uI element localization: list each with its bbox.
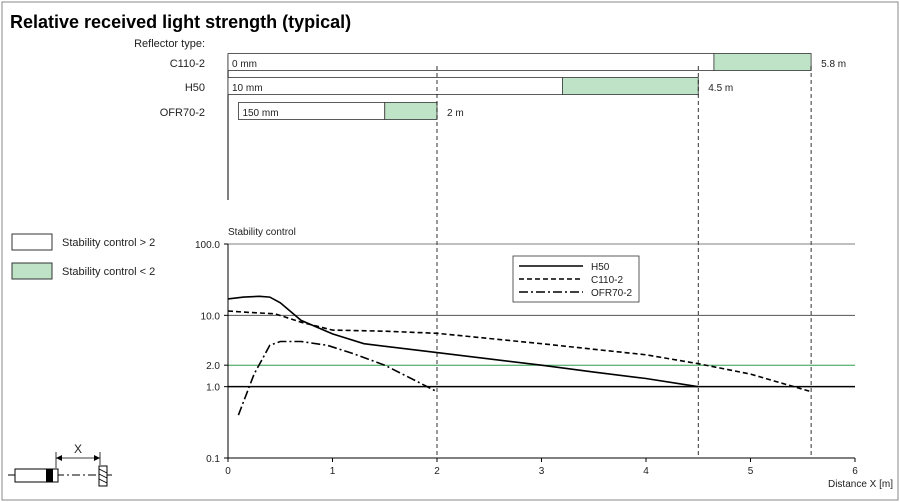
series-line-c110-2 [227,310,812,393]
bar-category-label: OFR70-2 [160,107,205,119]
bar-segment [713,53,812,71]
series-line-ofr70-2 [237,340,438,416]
x-tick-label: 3 [539,466,545,477]
bar-end-label: 2 m [447,108,464,119]
legend-label: H50 [591,262,610,273]
y-tick-label: 10.0 [201,311,221,322]
legend-box-low [11,262,53,280]
stability-line-chart: Stability control 0.1 1.0 2.0 10.0 100.0 0 1 2 3 4… [195,66,893,490]
bar-segment [562,77,699,95]
legend-box-high [11,233,53,251]
bar-segment [227,53,715,71]
bar-start-label: 0 mm [232,59,257,70]
bar-end-label: 5.8 m [821,59,846,70]
y-tick-label: 1.0 [206,383,220,394]
legend-boxes: Stability control > 2 Stability control … [11,233,155,280]
sensor-lens [46,469,53,482]
bar-segment [227,77,563,95]
range-bar-chart: C110-2 0 mm 5.8 m H50 10 mm 4.5 m OFR70-2 150 m… [160,53,846,200]
x-tick-label: 5 [748,466,754,477]
y-tick-label: 100.0 [195,240,220,251]
x-axis-label: Distance X [m] [828,479,893,490]
reflector-type-label: Reflector type: [134,38,205,50]
y-axis-label: Stability control [228,227,296,238]
bar-category-label: H50 [185,82,205,94]
x-tick-label: 0 [225,466,231,477]
y-tick-label: 2.0 [206,361,220,372]
x-tick-label: 4 [643,466,649,477]
x-tick-label: 6 [852,466,858,477]
bar-category-label: C110-2 [170,58,205,70]
distance-x-label: X [74,442,82,456]
bar-segment [384,102,438,120]
series-line-h50 [227,295,699,388]
legend-label: OFR70-2 [591,288,633,299]
legend-box-low-label: Stability control < 2 [62,266,155,278]
legend-box-high-label: Stability control > 2 [62,237,155,249]
y-tick-label: 0.1 [206,454,220,465]
bar-start-label: 150 mm [242,108,278,119]
x-tick-label: 1 [330,466,336,477]
legend-label: C110-2 [591,275,623,286]
bar-start-label: 10 mm [232,83,263,94]
x-tick-label: 2 [434,466,440,477]
chart-title: Relative received light strength (typica… [10,12,351,32]
bar-end-label: 4.5 m [708,83,733,94]
distance-schematic: X [8,442,112,487]
